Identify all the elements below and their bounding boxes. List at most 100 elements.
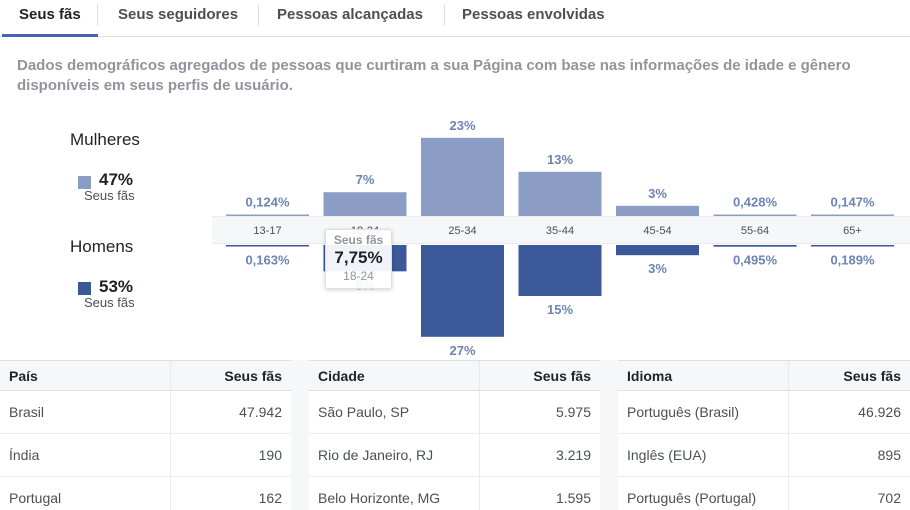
age-tick-label: 25-34 — [448, 225, 476, 237]
men-data-label: 27% — [449, 343, 475, 358]
city-table: Cidade Seus fãs São Paulo, SP 5.975 Rio … — [309, 360, 600, 510]
tab-divider — [97, 4, 98, 26]
header-fans[interactable]: Seus fãs — [224, 368, 282, 384]
women-data-label: 0,428% — [733, 195, 778, 210]
language-fans: 46.926 — [858, 404, 901, 420]
age-tick-label: 13-17 — [253, 225, 281, 237]
men-bar-13-17 — [226, 245, 309, 247]
header-fans[interactable]: Seus fãs — [843, 368, 901, 384]
column-divider — [170, 391, 171, 433]
men-data-label: 3% — [648, 261, 667, 276]
column-divider — [788, 361, 789, 390]
language-name: Inglês (EUA) — [627, 447, 707, 463]
women-data-label: 13% — [547, 152, 573, 167]
table-row: Índia 190 — [0, 434, 291, 477]
women-data-label: 23% — [449, 118, 475, 133]
table-row: Portugal 162 — [0, 477, 291, 510]
tab-seus-seguidores[interactable]: Seus seguidores — [118, 6, 239, 23]
men-bar-55-64 — [713, 245, 797, 247]
men-sub-label: Seus fãs — [84, 295, 135, 310]
age-tick-label: 55-64 — [741, 225, 769, 237]
table-row: Brasil 47.942 — [0, 391, 291, 434]
table-row: Belo Horizonte, MG 1.595 — [309, 477, 600, 510]
women-bar-13-17 — [226, 214, 309, 216]
city-name: Rio de Janeiro, RJ — [318, 447, 434, 463]
column-divider — [170, 434, 171, 476]
column-divider — [479, 434, 480, 476]
column-divider — [479, 391, 480, 433]
header-fans[interactable]: Seus fãs — [533, 368, 591, 384]
men-bar-35-44 — [518, 245, 602, 296]
column-divider — [479, 361, 480, 390]
language-fans: 895 — [877, 447, 901, 463]
men-data-label: 0,189% — [830, 253, 875, 268]
tab-divider — [444, 4, 445, 26]
women-bar-18-24 — [323, 192, 407, 216]
country-name: Portugal — [9, 490, 62, 506]
men-bar-45-54 — [616, 245, 699, 256]
tab-pessoas-envolvidas[interactable]: Pessoas envolvidas — [462, 6, 605, 23]
women-label: Mulheres — [70, 130, 140, 149]
table-header: Idioma Seus fãs — [618, 360, 910, 391]
table-row: Português (Brasil) 46.926 — [618, 391, 910, 434]
women-bar-65+ — [811, 214, 894, 216]
tooltip-title: Seus fãs — [333, 233, 384, 247]
tab-bar: Seus fãs Seus seguidores Pessoas alcança… — [0, 0, 910, 37]
chart-tooltip: Seus fãs 7,75% 18-24 — [325, 229, 392, 289]
women-data-label: 3% — [648, 186, 667, 201]
country-fans: 190 — [258, 447, 282, 463]
women-swatch — [78, 176, 91, 189]
country-fans: 162 — [258, 490, 282, 506]
tab-seus-fas[interactable]: Seus fãs — [2, 0, 98, 37]
age-tick-label: 45-54 — [643, 225, 671, 237]
country-table: País Seus fãs Brasil 47.942 Índia 190 Po… — [0, 360, 291, 510]
age-tick-label: 65+ — [843, 225, 862, 237]
column-divider — [170, 361, 171, 390]
country-fans: 47.942 — [239, 404, 282, 420]
city-name: Belo Horizonte, MG — [318, 490, 441, 506]
country-name: Índia — [9, 447, 40, 463]
fan-tables: País Seus fãs Brasil 47.942 Índia 190 Po… — [0, 360, 910, 510]
table-row: Português (Portugal) 702 — [618, 477, 910, 510]
men-data-label: 15% — [547, 302, 573, 317]
women-data-label: 0,124% — [245, 195, 290, 210]
language-table: Idioma Seus fãs Português (Brasil) 46.92… — [618, 360, 910, 510]
women-bar-35-44 — [518, 171, 602, 216]
column-divider — [170, 477, 171, 510]
table-row: Rio de Janeiro, RJ 3.219 — [309, 434, 600, 477]
city-fans: 3.219 — [555, 447, 591, 463]
men-data-label: 0,495% — [733, 253, 778, 268]
men-percent: 53% — [99, 277, 134, 296]
age-gender-chart: 0,124%0,163%13-177%8%18-2423%27%25-3413%… — [226, 118, 894, 358]
table-header: Cidade Seus fãs — [309, 360, 600, 391]
men-bar-25-34 — [421, 245, 504, 337]
header-country[interactable]: País — [9, 368, 38, 384]
tooltip-category: 18-24 — [343, 269, 374, 283]
header-city[interactable]: Cidade — [318, 368, 365, 384]
age-tick-label: 35-44 — [546, 225, 574, 237]
women-bar-55-64 — [713, 214, 797, 216]
table-row: São Paulo, SP 5.975 — [309, 391, 600, 434]
city-fans: 5.975 — [555, 404, 591, 420]
city-name: São Paulo, SP — [318, 404, 410, 420]
women-bar-25-34 — [421, 137, 504, 216]
city-fans: 1.595 — [555, 490, 591, 506]
tooltip-value: 7,75% — [334, 248, 383, 267]
language-fans: 702 — [877, 490, 901, 506]
country-name: Brasil — [9, 404, 45, 420]
men-label: Homens — [70, 237, 134, 256]
column-divider — [788, 434, 789, 476]
column-divider — [479, 477, 480, 510]
women-bar-45-54 — [616, 205, 699, 216]
tab-pessoas-alcancadas[interactable]: Pessoas alcançadas — [277, 6, 423, 23]
language-name: Português (Portugal) — [627, 490, 757, 506]
women-data-label: 7% — [356, 172, 375, 187]
women-sub-label: Seus fãs — [84, 188, 135, 203]
table-row: Inglês (EUA) 895 — [618, 434, 910, 477]
column-divider — [788, 477, 789, 510]
header-language[interactable]: Idioma — [627, 368, 673, 384]
language-name: Português (Brasil) — [627, 404, 740, 420]
women-percent: 47% — [99, 170, 134, 189]
column-divider — [788, 391, 789, 433]
table-header: País Seus fãs — [0, 360, 291, 391]
